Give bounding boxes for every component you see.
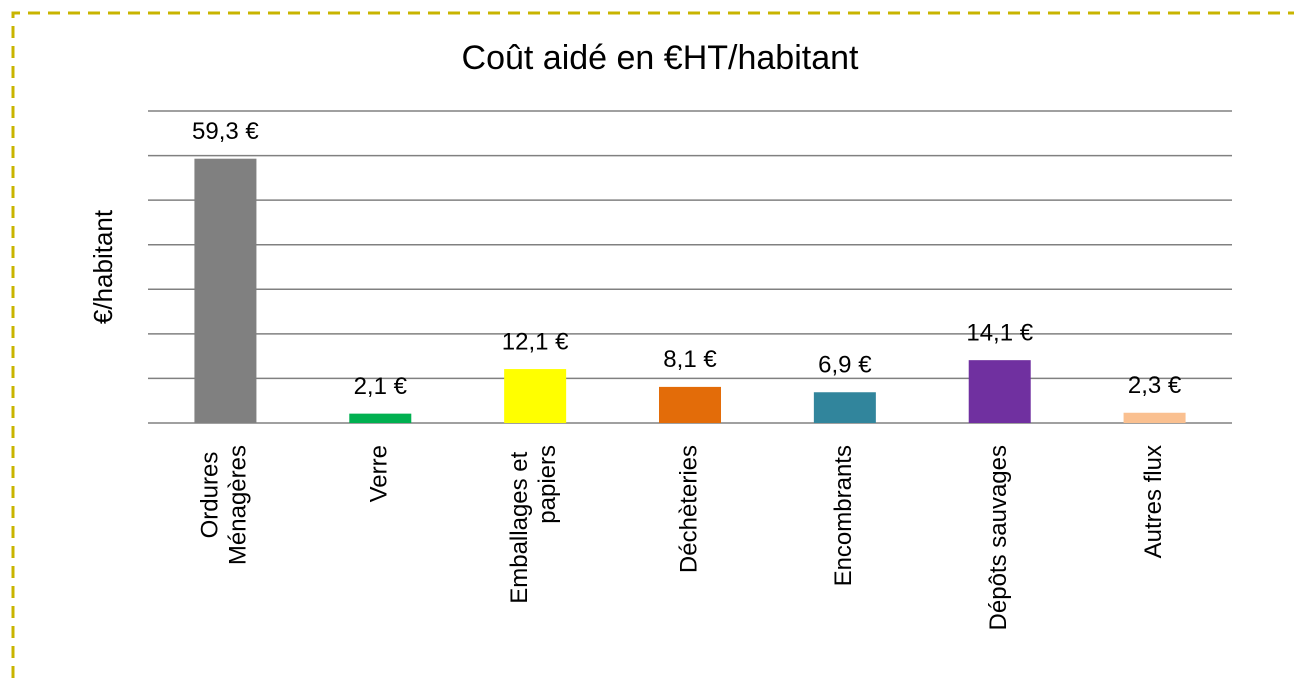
bar xyxy=(813,392,876,423)
value-label: 14,1 € xyxy=(966,319,1033,346)
chart-title: Coût aidé en €HT/habitant xyxy=(462,39,859,77)
value-label: 8,1 € xyxy=(663,346,717,373)
x-tick-label: Encombrants xyxy=(830,445,857,586)
value-label: 59,3 € xyxy=(192,118,259,145)
y-axis-label: €/habitant xyxy=(88,209,118,324)
frame xyxy=(11,11,1294,678)
bar xyxy=(194,158,257,424)
x-tick-label: Autres flux xyxy=(1140,445,1167,558)
value-label: 12,1 € xyxy=(502,328,569,355)
bar xyxy=(349,413,412,423)
bar xyxy=(1123,412,1186,423)
x-tick-label: Verre xyxy=(366,445,393,502)
value-label: 2,3 € xyxy=(1128,372,1182,399)
value-label: 2,1 € xyxy=(354,373,408,400)
x-tick-label: Dépôts sauvages xyxy=(985,445,1012,630)
value-label: 6,9 € xyxy=(818,352,872,379)
bar xyxy=(968,360,1031,423)
x-tick-label: Déchèteries xyxy=(675,445,702,573)
x-tick-label: Emballages et papiers xyxy=(506,445,561,604)
x-tick-label: Ordures Ménagères xyxy=(197,445,252,565)
bar xyxy=(659,386,721,423)
bar xyxy=(504,369,567,423)
